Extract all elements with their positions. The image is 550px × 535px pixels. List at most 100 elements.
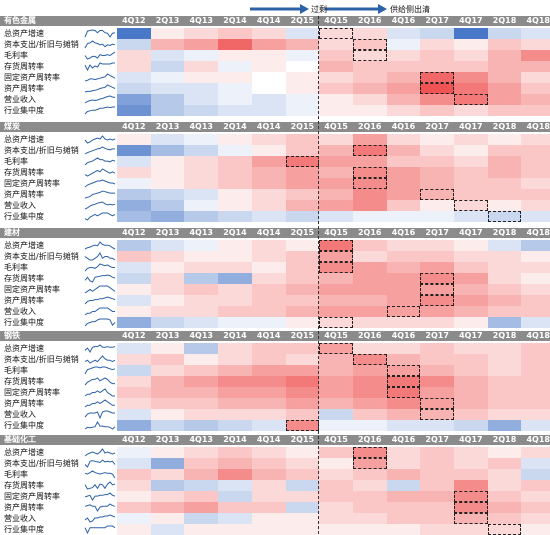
heatmap-cell [218,420,253,431]
heatmap-cell [117,343,152,354]
heatmap-cell [521,447,550,458]
heatmap-cell [218,178,253,189]
heatmap-cell [454,262,489,273]
heatmap-cell [319,480,354,491]
heatmap-cell [454,343,489,354]
heatmap-cell [218,50,253,61]
heatmap-cell [386,50,421,61]
heatmap-cell [285,447,320,458]
column-header: 2Q18 [492,435,517,444]
highlight-box [386,376,421,387]
heatmap-cell [117,502,152,513]
heatmap-cell [521,458,550,469]
heatmap-cell [521,61,550,72]
heatmap-cell [251,480,286,491]
heatmap-cell [420,284,455,295]
heatmap-cell [487,306,522,317]
heatmap-cell [285,398,320,409]
heatmap-cell [184,502,219,513]
column-header: 4Q15 [324,228,348,237]
column-header: 4Q17 [459,228,483,237]
heatmap-cell [150,524,185,535]
heatmap-cell [454,61,489,72]
row-label: 行业集中度 [4,106,44,115]
heatmap-cell [117,72,152,83]
heatmap-cell [150,273,185,284]
heatmap-cell [521,211,550,222]
row-label: 固定资产周转率 [4,285,60,294]
heatmap-cell [218,524,253,535]
heatmap-cell [319,365,354,376]
column-header: 4Q14 [256,16,281,25]
highlight-box [352,167,387,178]
trend-sparkline [84,344,116,353]
heatmap-cell [352,251,388,262]
heatmap-cell [251,240,286,251]
heatmap-cell [386,262,421,273]
heatmap-cell [386,469,421,480]
heatmap-cell [454,524,489,535]
heatmap-cell [251,469,286,480]
heatmap-cell [454,28,489,39]
heatmap-cell [487,39,522,50]
row-label: 资产周转率 [4,190,44,199]
column-header: 2Q13 [155,16,180,25]
heatmap-cell [454,178,489,189]
trend-sparkline [84,106,115,115]
heatmap-cell [319,83,354,94]
heatmap-cell [487,284,522,295]
heatmap-cell [352,409,388,420]
heatmap-cell [184,365,219,376]
heatmap-cell [218,240,253,251]
trend-sparkline [84,388,115,397]
heatmap-cell [150,156,185,167]
column-header: 2Q13 [155,331,180,340]
heatmap-cell [352,28,388,39]
heatmap-cell [487,28,522,39]
column-header: 2Q15 [290,228,315,237]
heatmap-cell [117,354,152,365]
heatmap-cell [285,365,320,376]
column-header: 4Q16 [391,122,416,131]
heatmap-cell [285,273,320,284]
row-label: 行业集中度 [4,318,44,327]
heatmap-cell [251,491,286,502]
heatmap-cell [352,502,388,513]
heatmap-cell [420,156,455,167]
heatmap-cell [117,251,152,262]
column-header: 4Q17 [459,435,483,444]
heatmap-cell [251,145,286,156]
heatmap-cell [319,105,354,116]
heatmap-cell [352,167,388,178]
column-header: 4Q16 [391,435,416,444]
row-label: 存货周转率 [4,274,44,283]
column-header: 4Q13 [189,16,213,25]
heatmap-cell [454,72,489,83]
heatmap-cell [352,189,388,200]
heatmap-cell [352,513,388,524]
heatmap-cell [319,317,354,328]
heatmap-cell [521,398,550,409]
heatmap-cell [454,105,489,116]
heatmap-cell [218,491,253,502]
heatmap-cell [184,480,219,491]
heatmap-cell [218,447,253,458]
arrow-oversupply [250,4,309,14]
trend-sparkline [84,62,115,72]
heatmap-cell [319,273,354,284]
heatmap-cell [487,156,522,167]
heatmap-cell [117,262,152,273]
section-header [0,16,550,26]
heatmap-cell [319,50,354,61]
highlight-box [454,200,488,211]
heatmap-cell [184,105,219,116]
heatmap-cell [184,61,219,72]
column-header: 2Q14 [223,228,247,237]
heatmap-cell [184,524,219,535]
heatmap-cell [521,502,550,513]
row-label: 存货周转率 [4,481,44,490]
column-header: 2Q18 [492,122,517,131]
heatmap-cell [150,469,185,480]
section-title: 煤炭 [4,122,20,131]
heatmap-cell [386,105,421,116]
